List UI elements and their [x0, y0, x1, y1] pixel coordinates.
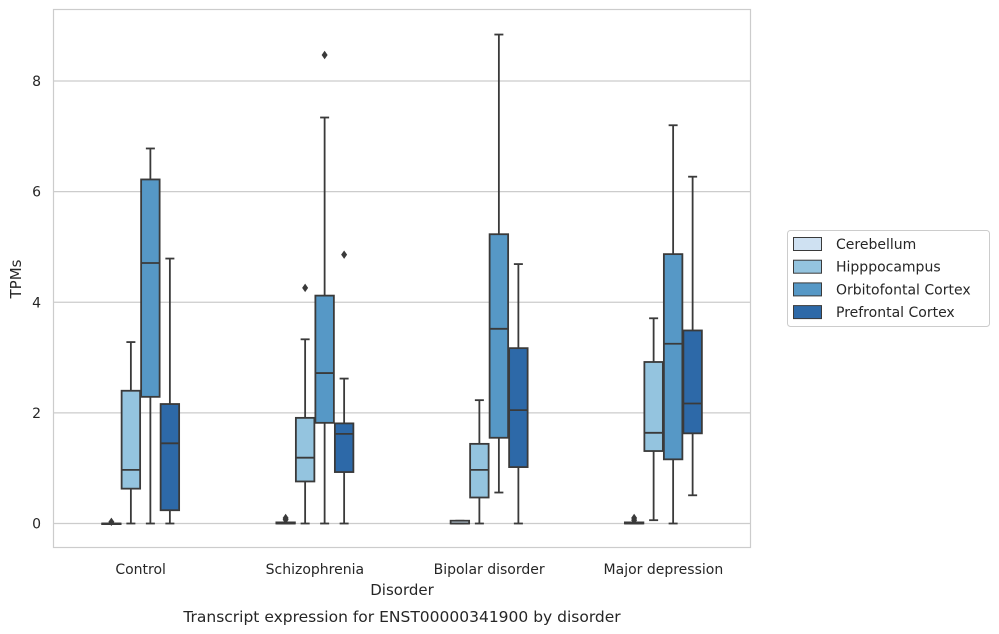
- legend-label: Prefrontal Cortex: [836, 305, 955, 321]
- y-tick-label: 8: [32, 74, 41, 90]
- box-1-3: [333, 250, 355, 525]
- y-tick-label: 2: [32, 406, 41, 422]
- box-0-1: [120, 341, 142, 525]
- box-3-0: [623, 513, 645, 525]
- box-2-1: [469, 399, 490, 525]
- box-iqr: [508, 347, 529, 468]
- box-iqr: [120, 389, 142, 490]
- x-tick-label: Bipolar disorder: [434, 562, 545, 578]
- y-axis-ticks: 0 2 4 6 8: [32, 74, 41, 533]
- box-2-2: [488, 33, 510, 494]
- outlier-point: [302, 283, 309, 293]
- box-groups: [101, 33, 703, 527]
- box-1-2: [314, 50, 335, 525]
- chart-caption: Transcript expression for ENST0000034190…: [182, 608, 621, 626]
- box-iqr: [159, 403, 181, 512]
- outlier-point: [321, 50, 328, 60]
- box-2-0: [449, 519, 471, 525]
- x-axis-label: Disorder: [370, 581, 434, 599]
- box-iqr: [294, 416, 316, 483]
- box-iqr: [314, 294, 335, 424]
- outlier-point: [282, 513, 289, 523]
- legend-swatch: [793, 237, 822, 251]
- x-tick-label: Control: [115, 562, 166, 578]
- box-iqr: [488, 233, 510, 439]
- box-1-1: [294, 283, 316, 525]
- box-0-3: [159, 257, 181, 525]
- legend-swatch: [793, 305, 822, 320]
- y-tick-label: 6: [32, 185, 41, 201]
- plot-area-frame: [52, 8, 752, 549]
- box-3-2: [662, 124, 684, 525]
- y-tick-label: 4: [32, 295, 41, 311]
- box-iqr: [643, 361, 664, 452]
- y-tick-label: 0: [32, 517, 41, 533]
- outlier-point: [108, 517, 115, 527]
- outlier-point: [341, 250, 348, 259]
- x-tick-label: Schizophrenia: [266, 562, 364, 578]
- legend-swatch: [793, 282, 822, 297]
- box-iqr: [140, 178, 161, 398]
- y-axis-label: TPMs: [7, 259, 25, 299]
- box-iqr: [682, 329, 703, 435]
- legend: Cerebellum Hipppocampus Orbitofontal Corte…: [787, 230, 990, 327]
- legend-swatch: [793, 259, 822, 274]
- box-3-1: [643, 317, 664, 522]
- legend-label: Orbitofontal Cortex: [836, 282, 971, 298]
- legend-label: Hipppocampus: [836, 260, 941, 276]
- box-0-0: [101, 517, 122, 527]
- box-iqr: [662, 253, 684, 461]
- box-3-3: [682, 175, 703, 497]
- box-0-2: [140, 147, 161, 525]
- legend-frame: [787, 230, 990, 327]
- outlier-point: [631, 513, 638, 523]
- x-axis-ticks: Control Schizophrenia Bipolar disorder Majo…: [115, 562, 723, 578]
- box-1-0: [275, 513, 296, 525]
- box-iqr: [333, 422, 355, 473]
- box-2-3: [508, 263, 529, 525]
- x-tick-label: Major depression: [604, 562, 724, 578]
- legend-label: Cerebellum: [836, 237, 916, 253]
